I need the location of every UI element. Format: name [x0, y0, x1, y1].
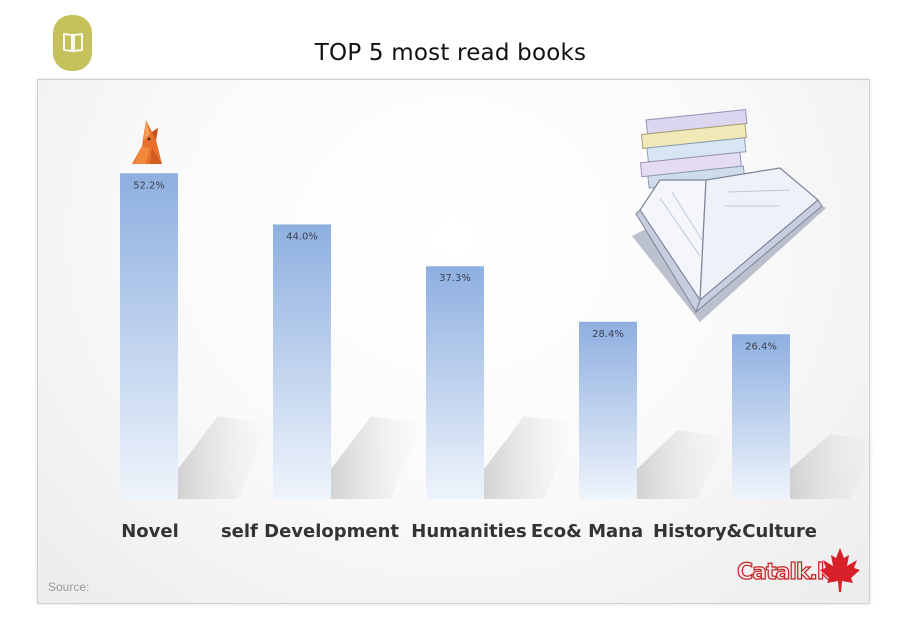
bar-shadow: [331, 416, 423, 499]
category-label-eco-mana: Eco& Mana: [530, 521, 644, 542]
bar-0: [120, 173, 178, 499]
category-label-novel: Novel: [121, 521, 179, 542]
value-label-3: 28.4%: [592, 329, 624, 340]
bar-shadows: [178, 416, 882, 499]
category-label-humanities: Humanities: [411, 521, 527, 542]
bar-3: [579, 321, 637, 499]
bar-shadow: [790, 434, 882, 499]
bar-shadow: [178, 416, 270, 499]
value-label-1: 44.0%: [286, 231, 318, 242]
chart-title: TOP 5 most read books: [314, 40, 587, 66]
bar-1: [273, 224, 331, 499]
book-badge: [53, 15, 92, 71]
value-label-2: 37.3%: [439, 273, 471, 284]
value-label-4: 26.4%: [745, 341, 777, 352]
bar-shadow: [637, 430, 729, 499]
category-label-history-culture: History&Culture: [653, 521, 817, 542]
category-label-self-development: self Development: [220, 521, 400, 542]
maple-leaf-icon: [820, 548, 860, 592]
bar-shadow: [484, 416, 576, 499]
open-book-icon: [62, 32, 83, 53]
bar-2: [426, 266, 484, 499]
book-stack-icon: [632, 108, 826, 322]
value-label-0: 52.2%: [133, 180, 165, 191]
bar-4: [732, 334, 790, 499]
bars: [120, 173, 790, 499]
value-labels: 52.2% 44.0% 37.3% 28.4% 26.4%: [133, 180, 777, 352]
source-label: Source:: [48, 580, 90, 594]
catalk-logo: Catalk.kr: [736, 559, 842, 585]
fox-icon: [132, 120, 162, 164]
